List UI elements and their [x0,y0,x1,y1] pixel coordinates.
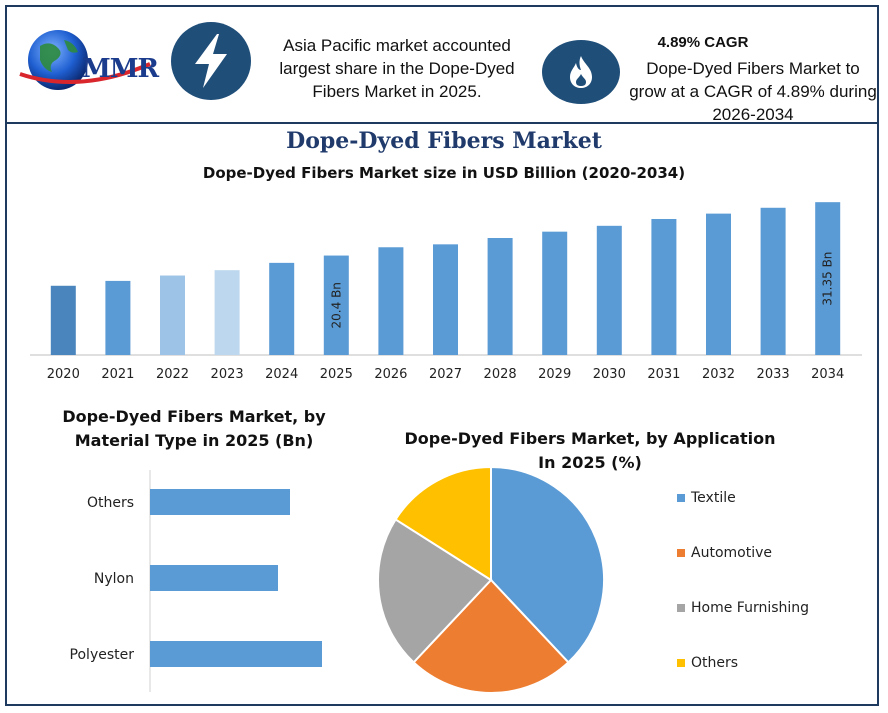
legend-label: Others [691,655,739,671]
legend-label: Automotive [691,545,772,561]
material-chart-title: Dope-Dyed Fibers Market, by Material Typ… [44,405,344,453]
x-tick-label: 2023 [211,367,244,382]
bar-2024 [269,262,295,355]
legend-swatch [677,604,685,612]
legend-item-textile: Textile [677,488,809,508]
x-tick-label: 2029 [538,367,571,382]
x-tick-label: 2020 [47,367,80,382]
bar-2025 [323,255,349,355]
y-tick-label: Others [87,495,134,511]
application-title-line: Dope-Dyed Fibers Market, by Application [404,429,776,448]
pie-slice-automotive [412,578,570,694]
material-title-line: Dope-Dyed Fibers Market, by [62,407,326,426]
material-title-line: Material Type in 2025 (Bn) [74,431,314,450]
bar-2020 [50,285,76,355]
x-tick-label: 2025 [320,367,353,382]
bar-2029 [542,231,568,355]
x-tick-label: 2021 [101,367,134,382]
bar-2021 [105,280,131,355]
legend-label: Textile [691,490,736,506]
bar-2026 [378,247,404,355]
fact2-line: 2026-2034 [712,105,794,124]
cagr-title: 4.89% CAGR [657,34,749,51]
legend-item-others: Others [677,653,809,673]
material-type-bar-chart: Others Nylon Polyester [70,470,322,692]
x-tick-label: 2033 [757,367,790,382]
cagr-fact: Dope-Dyed Fibers Market to grow at a CAG… [622,57,884,126]
legend-swatch [677,494,685,502]
asia-pacific-fact: Asia Pacific market accounted largest sh… [262,34,532,103]
bar-2022 [160,275,185,355]
bar-2032 [706,213,731,355]
bar-data-label: 31.35 Bn [821,252,835,306]
flame-icon [570,56,592,88]
legend-swatch [677,549,685,557]
x-tick-label: 2031 [647,367,680,382]
bar-2027 [433,244,458,355]
application-pie-chart [377,465,605,694]
pie-slice-home-furnishing [377,518,493,664]
flame-badge [542,40,620,104]
legend-label: Home Furnishing [691,600,810,616]
y-tick-label: Polyester [70,647,135,663]
globe-icon [19,30,151,90]
fact1-line: Asia Pacific market accounted [283,36,511,55]
x-tick-label: 2034 [811,367,844,382]
market-size-bar-chart: 2020 2021 2022 2023 2024 2025 20.4 Bn 2026 2027 2… [30,202,862,382]
bar-2023 [214,270,240,355]
mmr-logo: MMR [14,22,164,92]
legend-item-automotive: Automotive [677,543,809,563]
lightning-badge [171,22,251,100]
bar-2034 [815,202,841,355]
legend-swatch [677,659,685,667]
lightning-icon [195,34,227,88]
y-tick-label: Nylon [94,571,134,587]
pie-slice-others [394,465,492,582]
x-tick-label: 2030 [593,367,626,382]
bar-2031 [651,218,677,355]
pie-legend: Textile Automotive Home Furnishing Other… [677,488,809,708]
x-tick-label: 2024 [265,367,298,382]
hbar-others [150,489,290,515]
x-tick-label: 2026 [374,367,407,382]
x-tick-label: 2032 [702,367,735,382]
legend-item-home-furnishing: Home Furnishing [677,598,809,618]
pie-slice-textile [490,465,605,664]
x-tick-label: 2028 [484,367,517,382]
page-title: Dope-Dyed Fibers Market [286,128,602,154]
bar-chart-title: Dope-Dyed Fibers Market size in USD Bill… [202,164,686,182]
bar-2033 [760,207,786,355]
fact2-line: Dope-Dyed Fibers Market to [646,59,860,78]
hbar-polyester [150,641,322,667]
application-title-line: In 2025 (%) [538,453,642,472]
hbar-nylon [150,565,278,591]
x-tick-label: 2027 [429,367,462,382]
fact1-line: largest share in the Dope-Dyed [279,59,515,78]
bar-data-label: 20.4 Bn [329,282,343,328]
fact2-line: grow at a CAGR of 4.89% during [629,82,877,101]
application-chart-title: Dope-Dyed Fibers Market, by Application … [380,427,800,475]
bar-2028 [487,238,513,355]
x-tick-label: 2022 [156,367,189,382]
logo-text: MMR [82,54,159,84]
bar-2030 [596,225,622,355]
header-divider [7,122,879,124]
fact1-line: Fibers Market in 2025. [312,82,482,101]
